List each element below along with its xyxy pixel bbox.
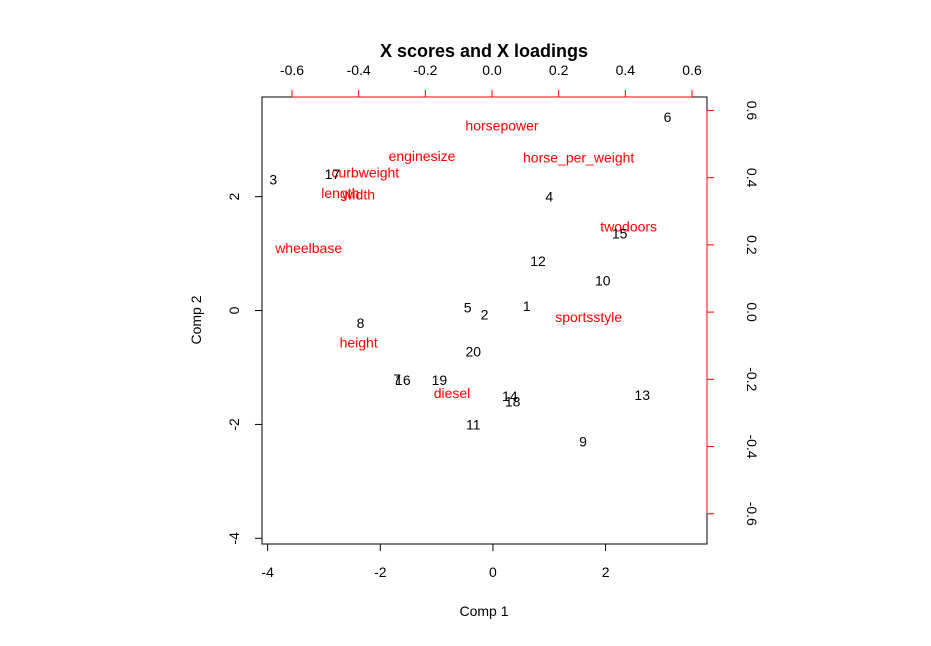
top-tick-label: 0.6 — [682, 62, 702, 78]
loading-label: width — [341, 186, 375, 202]
y-tick-label: -2 — [226, 418, 242, 431]
top-tick-label: -0.6 — [280, 62, 304, 78]
loading-label: wheelbase — [274, 240, 342, 256]
loadings-layer: horsepower enginesize horse_per_weightcurb… — [274, 118, 657, 401]
loading-label: length — [321, 185, 359, 201]
top-tick-label: -0.2 — [413, 62, 437, 78]
right-tick-label: 0.2 — [744, 235, 760, 255]
y-tick-label: -4 — [226, 532, 242, 545]
score-point-label: 17 — [325, 166, 341, 182]
top-tick-label: 0.2 — [549, 62, 569, 78]
loading-label: curbweight — [331, 165, 399, 181]
score-point-label: 14 — [502, 388, 518, 404]
right-tick-label: 0.0 — [744, 302, 760, 322]
loading-label: enginesize — [389, 148, 456, 164]
right-tick-label: -0.2 — [744, 367, 760, 391]
axes-layer: -4 -2 0 2 -4 -2 0 2 -0.6 -0.4 -0.2 0.0 0.2 0.4 0.6 -0.6… — [226, 62, 760, 580]
x-tick-label: 2 — [602, 564, 610, 580]
score-point-label: 15 — [612, 226, 628, 242]
loading-label: horsepower — [465, 118, 538, 134]
top-tick-label: 0.4 — [616, 62, 636, 78]
y-tick-label: 2 — [226, 193, 242, 201]
x-tick-label: 0 — [489, 564, 497, 580]
score-point-label: 2 — [481, 307, 489, 323]
score-point-label: 1 — [523, 298, 531, 314]
right-tick-label: 0.6 — [744, 101, 760, 121]
score-point-label: 10 — [595, 272, 611, 288]
x-tick-label: -2 — [374, 564, 387, 580]
top-tick-label: -0.4 — [347, 62, 371, 78]
score-point-label: 16 — [395, 372, 411, 388]
score-point-label: 12 — [530, 253, 546, 269]
score-point-label: 9 — [579, 434, 587, 450]
score-point-label: 5 — [464, 300, 472, 316]
score-point-label: 19 — [432, 372, 448, 388]
score-point-label: 11 — [466, 416, 481, 432]
score-point-label: 4 — [545, 189, 553, 205]
x-tick-label: -4 — [261, 564, 274, 580]
loading-label: diesel — [434, 385, 471, 401]
score-point-label: 8 — [357, 315, 365, 331]
y-tick-label: 0 — [226, 306, 242, 314]
loading-label: height — [340, 334, 378, 350]
loading-label: sportsstyle — [555, 309, 622, 325]
right-tick-label: -0.4 — [744, 434, 760, 458]
score-point-label: 6 — [664, 109, 672, 125]
score-point-label: 20 — [465, 344, 481, 360]
top-tick-label: 0.0 — [482, 62, 502, 78]
score-point-label: 18 — [505, 394, 521, 410]
chart-title: X scores and X loadings — [380, 41, 588, 61]
score-point-label: 7 — [393, 371, 401, 387]
right-tick-label: -0.6 — [744, 502, 760, 526]
y-axis-label: Comp 2 — [188, 295, 204, 344]
score-point-label: 13 — [634, 387, 650, 403]
right-tick-label: 0.4 — [744, 168, 760, 188]
score-point-label: 3 — [269, 172, 277, 188]
x-axis-label: Comp 1 — [459, 603, 508, 619]
loading-label: twodoors — [600, 218, 657, 234]
loading-label: horse_per_weight — [523, 149, 634, 165]
